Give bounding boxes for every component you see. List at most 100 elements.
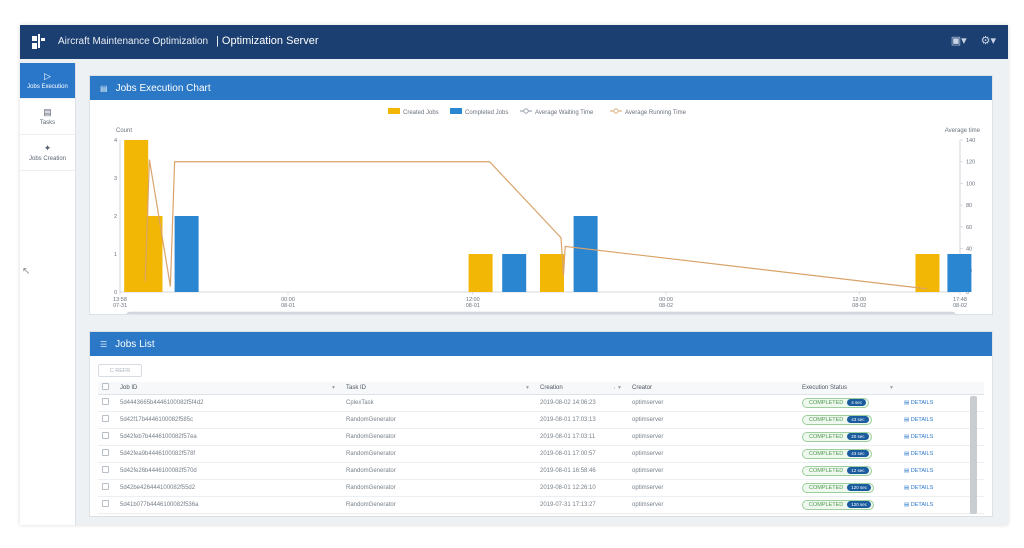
details-link[interactable]: ▤ DETAILS [904, 485, 933, 491]
status-badge: COMPLETED 4 sec [802, 397, 869, 408]
column-header-label: Creator [632, 384, 653, 391]
status-badge: COMPLETED 120 sec [802, 499, 874, 510]
job-id-cell: 5d42fea9b4446100082f578f [116, 445, 342, 463]
table-scrollbar[interactable] [970, 396, 977, 514]
refresh-button[interactable]: C REFR [98, 364, 142, 377]
details-label: DETAILS [910, 484, 934, 491]
sidebar-item-jobs-creation[interactable]: ✦ Jobs Creation [20, 135, 75, 171]
x-tick-sublabel: 08-01 [466, 303, 480, 309]
y2-tick-label: 140 [966, 138, 975, 144]
table-row[interactable]: 5d42fea9b4446100082f578f RandomGenerator 2… [98, 445, 984, 463]
sidebar-item-jobs-execution[interactable]: ▷ Jobs Execution [20, 63, 75, 99]
completed-jobs-bar [174, 216, 199, 292]
legend-completed-label: Completed Jobs [465, 110, 508, 116]
details-label: DETAILS [910, 501, 934, 508]
sidebar-item-tasks[interactable]: ▤ Tasks [20, 99, 75, 135]
column-header-creator[interactable]: Creator [628, 382, 798, 395]
job-id-cell: 5d42be426444100082f55d2 [116, 479, 342, 497]
table-row[interactable]: 5d41b077b4446100082f536a RandomGenerator 2… [98, 496, 984, 514]
status-text: COMPLETED [809, 450, 844, 457]
row-checkbox[interactable] [102, 432, 109, 439]
list-icon: ☰ [100, 339, 108, 349]
status-badge: COMPLETED 43 sec [802, 414, 872, 425]
jobs-table-body: 5d4443665b4446100082f5f4d2 CplexTask 2019-… [98, 394, 984, 514]
gear-icon[interactable]: ⚙▾ [980, 35, 996, 47]
select-all-header [98, 382, 116, 395]
status-cell: COMPLETED 20 sec [798, 428, 900, 446]
creation-cell: 2019-07-31 17:13:27 [536, 496, 628, 514]
created-jobs-bar [468, 254, 493, 292]
x-tick-label: 00:00 [281, 297, 295, 303]
table-row[interactable]: 5d42be426444100082f55d2 RandomGenerator 20… [98, 479, 984, 497]
status-cell: COMPLETED 120 sec [798, 496, 900, 514]
table-row[interactable]: 5d42fe26b4446100082f570d RandomGenerator 2… [98, 462, 984, 480]
table-row[interactable]: 5d42feb7b4446100082f57ea RandomGenerator 2… [98, 428, 984, 446]
y-tick-label: 4 [114, 138, 117, 144]
y2-tick-label: 0 [966, 290, 969, 296]
details-icon: ▤ [904, 399, 911, 406]
details-link[interactable]: ▤ DETAILS [904, 434, 933, 440]
creator-cell: optimserver [628, 394, 798, 412]
sort-desc-icon[interactable]: ↓ ▼ [613, 384, 622, 391]
duration-badge: 120 sec [847, 484, 871, 491]
filter-icon[interactable]: ▼ [889, 384, 894, 391]
column-header-execution-status[interactable]: Execution Status ▼ [798, 382, 900, 395]
details-link[interactable]: ▤ DETAILS [904, 400, 933, 406]
creator-cell: optimserver [628, 462, 798, 480]
details-link[interactable]: ▤ DETAILS [904, 417, 933, 423]
details-link[interactable]: ▤ DETAILS [904, 451, 933, 457]
job-id-cell: 5d42feb7b4446100082f57ea [116, 428, 342, 446]
row-checkbox[interactable] [102, 398, 109, 405]
column-header-task-id[interactable]: Task ID ▼ [342, 382, 536, 395]
status-text: COMPLETED [809, 416, 844, 423]
status-cell: COMPLETED 43 sec [798, 411, 900, 429]
creation-cell: 2019-08-01 17:03:13 [536, 411, 628, 429]
legend-marker-waiting [523, 108, 529, 114]
chart-icon: ▤ [100, 83, 108, 93]
row-checkbox[interactable] [102, 415, 109, 422]
details-icon: ▤ [904, 416, 911, 423]
completed-jobs-bar [947, 254, 972, 292]
table-row[interactable]: 5d4443665b4446100082f5f4d2 CplexTask 2019-… [98, 394, 984, 412]
y2-tick-label: 120 [966, 160, 975, 166]
table-row[interactable]: 5d42f17b4446100082f585c RandomGenerator 20… [98, 411, 984, 429]
row-select-cell [98, 394, 116, 412]
sidebar-item-label: Jobs Creation [28, 156, 67, 162]
task-id-cell: RandomGenerator [342, 445, 536, 463]
column-header-label: Execution Status [802, 384, 848, 391]
task-id-cell: RandomGenerator [342, 411, 536, 429]
x-tick-sublabel: 08-02 [659, 303, 673, 309]
details-label: DETAILS [910, 416, 934, 423]
creation-cell: 2019-08-01 17:03:11 [536, 428, 628, 446]
row-checkbox[interactable] [102, 500, 109, 507]
app-title: Aircraft Maintenance Optimization [58, 36, 209, 47]
actions-cell: ▤ DETAILS [900, 462, 984, 480]
details-link[interactable]: ▤ DETAILS [904, 502, 933, 508]
filter-icon[interactable]: ▼ [331, 384, 336, 391]
legend-created-label: Created Jobs [403, 110, 439, 116]
row-checkbox[interactable] [102, 449, 109, 456]
filter-icon[interactable]: ▼ [525, 384, 530, 391]
jobs-execution-chart-panel: ▤ Jobs Execution Chart Created Jobs Compl… [89, 75, 993, 315]
details-label: DETAILS [910, 433, 934, 440]
row-select-cell [98, 411, 116, 429]
row-select-cell [98, 428, 116, 446]
details-icon: ▤ [904, 467, 911, 474]
actions-cell: ▤ DETAILS [900, 428, 984, 446]
creator-cell: optimserver [628, 411, 798, 429]
row-checkbox[interactable] [102, 466, 109, 473]
row-checkbox[interactable] [102, 483, 109, 490]
duration-badge: 120 sec [847, 501, 871, 508]
task-id-cell: CplexTask [342, 394, 536, 412]
column-header-label: Job ID [120, 384, 138, 391]
select-all-checkbox[interactable] [102, 383, 109, 391]
column-header-creation[interactable]: Creation ↓ ▼ [536, 382, 628, 395]
created-jobs-bar [915, 254, 940, 292]
details-link[interactable]: ▤ DETAILS [904, 468, 933, 474]
column-header-job-id[interactable]: Job ID ▼ [116, 382, 342, 395]
creation-cell: 2019-08-02 14:06:23 [536, 394, 628, 412]
creation-cell: 2019-08-01 16:58:46 [536, 462, 628, 480]
clipboard-icon[interactable]: ▣▾ [950, 35, 967, 47]
legend-running-label: Average Running Time [625, 110, 687, 116]
details-icon: ▤ [904, 450, 911, 457]
